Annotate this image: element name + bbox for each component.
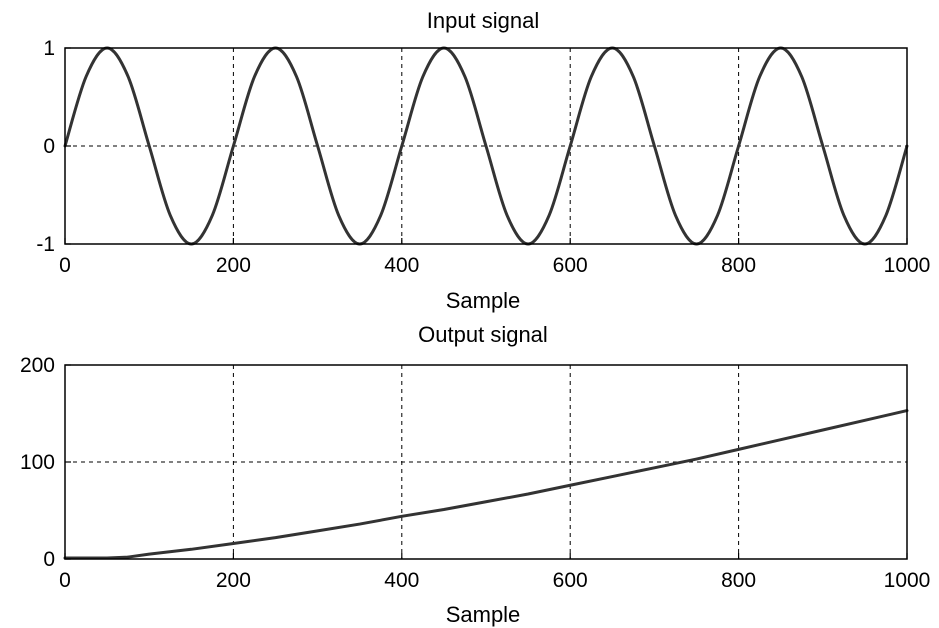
- output-x-tick-label: 200: [216, 569, 251, 592]
- output-y-tick-label: 0: [43, 548, 55, 571]
- output-x-tick-label: 0: [59, 569, 71, 592]
- input-x-axis-label: Sample: [446, 288, 521, 313]
- output-y-tick-label: 200: [20, 354, 55, 377]
- input-x-tick-label: 0: [59, 254, 71, 277]
- input-y-tick-label: 1: [43, 37, 55, 60]
- input-y-tick-label: -1: [36, 233, 55, 256]
- input-x-tick-label: 800: [721, 254, 756, 277]
- output-signal-line: [63, 409, 909, 560]
- input-x-tick-label: 200: [216, 254, 251, 277]
- input-ticks: 0 200 400 600 800 1000-101: [36, 37, 930, 277]
- input-signal-title: Input signal: [427, 8, 540, 33]
- output-series-layer: [63, 409, 909, 560]
- input-signal-panel: Input signal 0 200 400 600 800 1000-101 Sampl…: [36, 8, 930, 313]
- output-signal-panel: Output signal 0 200 400 600 800 1000 0 100 200 S…: [20, 322, 930, 627]
- output-signal-title: Output signal: [418, 322, 548, 347]
- input-series-layer: [63, 46, 909, 246]
- output-x-tick-label: 600: [553, 569, 588, 592]
- input-x-tick-label: 1000: [884, 254, 931, 277]
- output-x-tick-label: 800: [721, 569, 756, 592]
- output-x-tick-label: 1000: [884, 569, 931, 592]
- input-y-tick-label: 0: [43, 135, 55, 158]
- output-grid: [65, 365, 907, 559]
- output-y-tick-label: 100: [20, 451, 55, 474]
- output-ticks: 0 200 400 600 800 1000 0 100 200: [20, 354, 930, 592]
- output-x-tick-label: 400: [384, 569, 419, 592]
- input-x-tick-label: 600: [553, 254, 588, 277]
- input-x-tick-label: 400: [384, 254, 419, 277]
- input-signal-line: [63, 46, 909, 246]
- output-x-axis-label: Sample: [446, 602, 521, 627]
